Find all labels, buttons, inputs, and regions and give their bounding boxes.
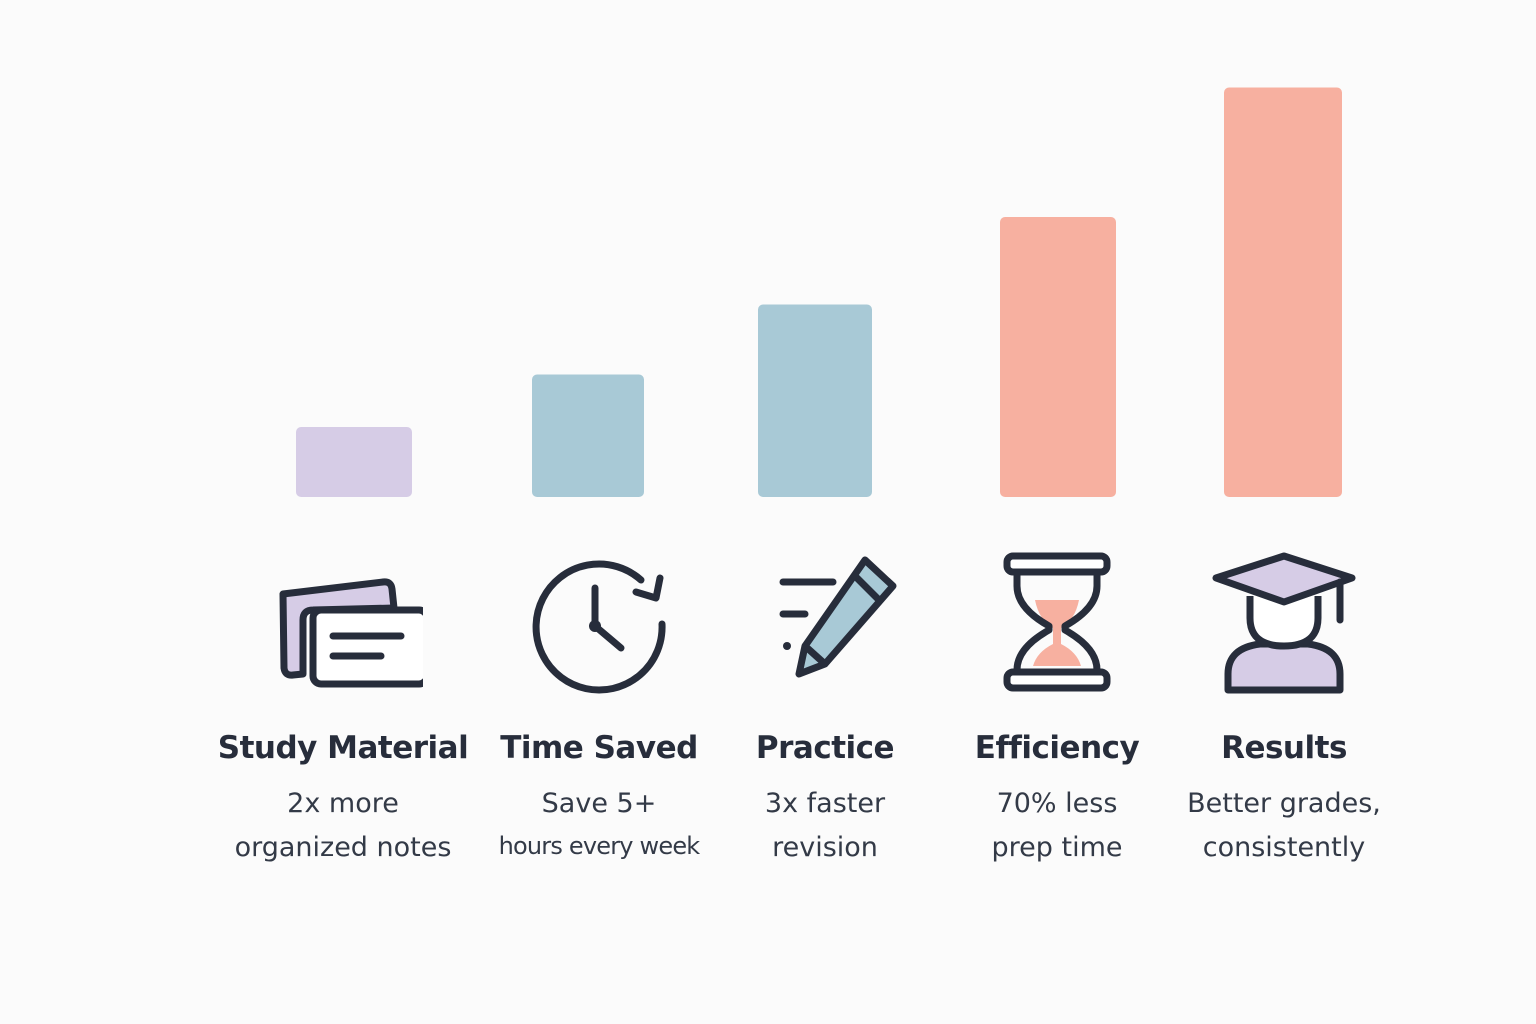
item-line-1: Save 5+ (541, 788, 657, 819)
column-practice: Practice 3x faster revision (730, 548, 920, 908)
clock-refresh-icon (532, 560, 666, 694)
item-line-2: prep time (991, 832, 1123, 863)
item-line-2: hours every week (498, 832, 701, 860)
pencil-icon (779, 556, 897, 678)
item-line-1: Better grades, (1187, 788, 1381, 819)
bar-results (1224, 87, 1342, 497)
item-line-1: 3x faster (764, 788, 886, 819)
column-time-saved: Time Saved Save 5+ hours every week (476, 548, 722, 908)
bar-efficiency (1000, 217, 1116, 497)
bar-time-saved (532, 374, 644, 497)
graduate-icon (1212, 552, 1356, 694)
item-line-2: consistently (1202, 832, 1366, 863)
bar-chart (296, 87, 1342, 497)
column-efficiency: Efficiency 70% less prep time (962, 548, 1152, 908)
item-line-1: 2x more (287, 788, 399, 819)
item-title: Time Saved (500, 730, 698, 766)
item-line-2: organized notes (234, 832, 452, 863)
item-title: Practice (755, 730, 895, 766)
item-title: Efficiency (974, 730, 1140, 766)
item-title: Study Material (217, 730, 469, 766)
item-line-1: 70% less (996, 788, 1118, 819)
column-results: Results Better grades, consistently (1174, 548, 1394, 908)
cards-icon (279, 578, 423, 688)
hourglass-icon (1003, 552, 1111, 692)
item-line-2: revision (772, 832, 878, 863)
bar-study-material (296, 427, 412, 497)
column-study-material: Study Material 2x more organized notes (200, 548, 486, 908)
item-title: Results (1221, 730, 1347, 766)
bar-practice (758, 304, 872, 497)
